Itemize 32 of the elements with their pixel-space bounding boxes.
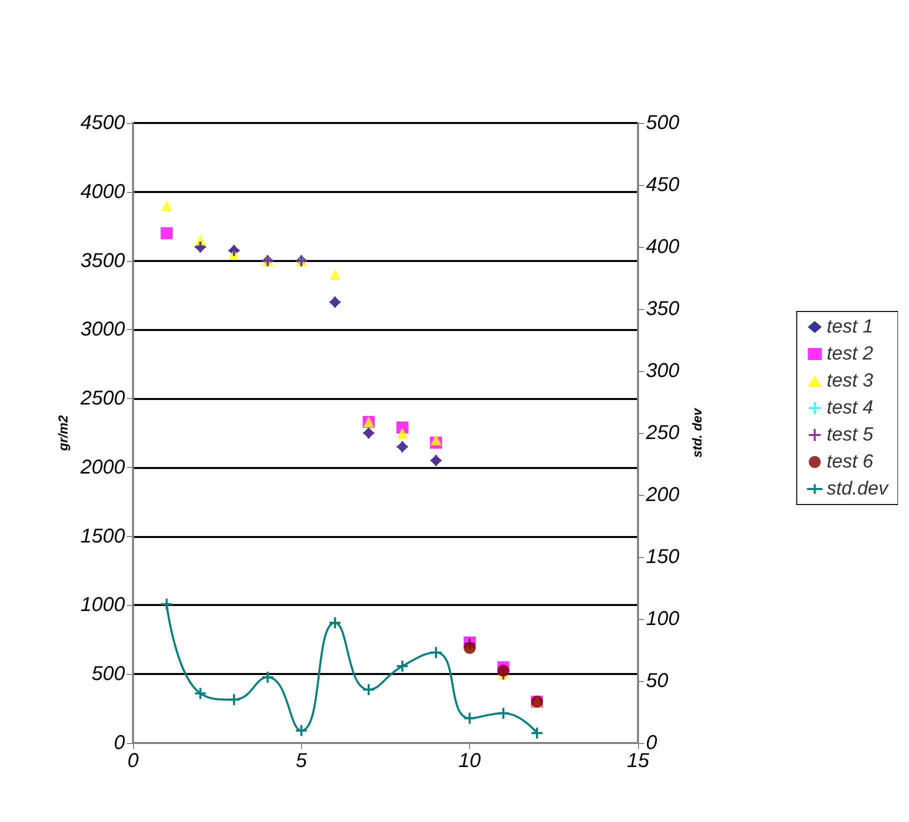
y2-tick-label: 500 bbox=[646, 112, 680, 134]
y-tick-label: 3500 bbox=[80, 250, 125, 272]
y-tick-label: 4500 bbox=[80, 112, 125, 134]
legend-label: test 2 bbox=[826, 344, 874, 364]
y-tick-label: 4000 bbox=[80, 180, 125, 203]
y2-tick-label: 150 bbox=[646, 546, 680, 568]
y-tick-label: 1000 bbox=[80, 594, 125, 616]
y-tick-label: 2000 bbox=[80, 456, 125, 478]
x-tick-label: 0 bbox=[127, 750, 139, 772]
y-axis-title: gr/m2 bbox=[56, 414, 71, 452]
legend-label: std.dev bbox=[826, 478, 890, 500]
y2-tick-label: 400 bbox=[646, 236, 680, 258]
y2-tick-label: 100 bbox=[646, 608, 680, 630]
y2-tick-label: 250 bbox=[645, 422, 680, 444]
y2-axis-title: std. dev bbox=[689, 408, 704, 458]
y2-tick-label: 50 bbox=[646, 670, 668, 692]
y-tick-label: 3000 bbox=[80, 318, 125, 341]
y-tick-label: 1500 bbox=[80, 525, 125, 548]
legend-label: test 4 bbox=[826, 398, 874, 418]
legend-label: test 3 bbox=[826, 370, 874, 392]
legend-label: test 1 bbox=[826, 316, 874, 338]
x-tick-label: 5 bbox=[296, 750, 308, 772]
y2-tick-label: 350 bbox=[646, 298, 680, 320]
y-tick-label: 2500 bbox=[80, 388, 125, 410]
legend-label: test 6 bbox=[826, 452, 874, 472]
x-tick-label: 10 bbox=[458, 750, 481, 772]
y-tick-label: 0 bbox=[114, 732, 125, 754]
y-tick-label: 500 bbox=[92, 663, 125, 686]
y2-tick-label: 300 bbox=[646, 360, 680, 382]
y2-tick-label: 200 bbox=[645, 484, 680, 506]
legend-label: test 5 bbox=[826, 424, 874, 446]
y2-tick-label: 450 bbox=[646, 174, 680, 196]
